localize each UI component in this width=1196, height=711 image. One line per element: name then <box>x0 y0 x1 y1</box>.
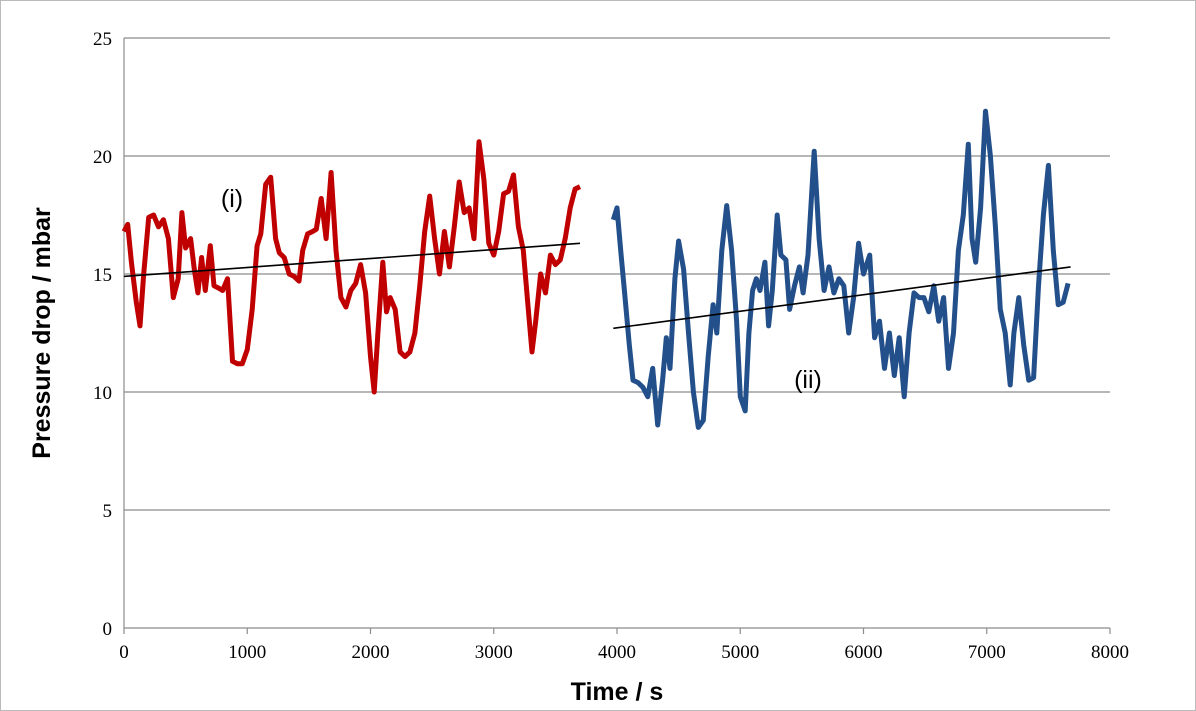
x-tick-label: 8000 <box>1091 642 1129 663</box>
trend-line <box>613 266 1071 330</box>
x-tick-label: 4000 <box>598 642 636 663</box>
y-axis-label: Pressure drop / mbar <box>28 207 56 459</box>
y-tick-label: 5 <box>103 501 113 522</box>
annotation: (ii) <box>794 366 822 394</box>
x-tick-label: 6000 <box>845 642 883 663</box>
x-tick-label: 2000 <box>352 642 390 663</box>
annotation: (i) <box>221 185 243 213</box>
y-tick-label: 10 <box>93 383 112 404</box>
x-axis-label: Time / s <box>571 678 664 706</box>
y-tick-label: 15 <box>93 265 112 286</box>
x-tick-label: 7000 <box>968 642 1006 663</box>
x-tick-label: 5000 <box>721 642 759 663</box>
x-tick-label: 1000 <box>228 642 266 663</box>
data-line <box>610 108 1071 430</box>
x-tick-label: 3000 <box>475 642 513 663</box>
y-tick-label: 20 <box>93 147 112 168</box>
y-tick-label: 0 <box>103 619 113 640</box>
trend-line <box>123 242 581 278</box>
x-tick-label: 0 <box>119 642 129 663</box>
data-line <box>121 139 582 395</box>
y-tick-label: 25 <box>93 29 112 50</box>
